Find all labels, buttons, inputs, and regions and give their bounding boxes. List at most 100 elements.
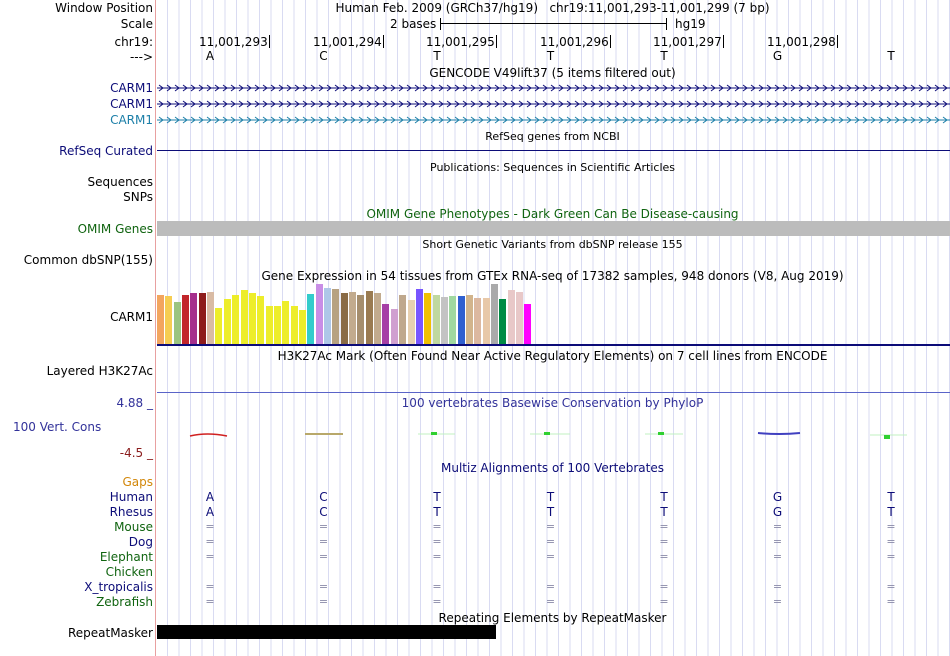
strand-chevron [502, 84, 508, 92]
gtex-label[interactable]: CARM1 [110, 310, 153, 324]
base-letter[interactable]: T [546, 49, 555, 63]
gtex-tissue-bar[interactable] [516, 292, 524, 344]
strand-chevron [678, 84, 684, 92]
publications-snps-label[interactable]: SNPs [123, 190, 153, 204]
gtex-tissue-bar[interactable] [390, 309, 398, 344]
gtex-tissue-bar[interactable] [182, 295, 190, 344]
species-label[interactable]: Zebrafish [96, 595, 153, 609]
gtex-tissue-bar[interactable] [365, 291, 373, 344]
gtex-tissue-bar[interactable] [248, 293, 256, 344]
gtex-tissue-bar[interactable] [198, 293, 206, 344]
refseq-label[interactable]: RefSeq Curated [59, 144, 153, 158]
gencode-item-label[interactable]: CARM1 [110, 81, 153, 95]
gaps-label[interactable]: Gaps [122, 475, 153, 489]
base-letter[interactable]: T [433, 49, 441, 63]
strand-chevron [198, 84, 204, 92]
strand-chevron [302, 116, 308, 124]
base-letter[interactable]: A [205, 49, 215, 63]
species-label[interactable]: Rhesus [109, 505, 153, 519]
omim-feature-bar[interactable] [157, 221, 950, 236]
strand-chevron [470, 100, 476, 108]
species-label[interactable]: Human [109, 490, 153, 504]
gtex-tissue-bar[interactable] [223, 299, 231, 344]
gencode-item-label[interactable]: CARM1 [110, 113, 153, 127]
species-label[interactable]: Chicken [105, 565, 153, 579]
window-position-value[interactable]: Human Feb. 2009 (GRCh37/hg19) chr19:11,0… [335, 1, 770, 15]
gtex-tissue-bar[interactable] [332, 289, 340, 344]
strand-chevron [398, 100, 404, 108]
gencode-gene-feature[interactable] [157, 98, 950, 110]
gencode-gene-feature[interactable] [157, 82, 950, 94]
gtex-tissue-bar[interactable] [357, 295, 365, 344]
strand-chevron [894, 116, 900, 124]
repeatmasker-label[interactable]: RepeatMasker [67, 626, 153, 640]
h3k27ac-label[interactable]: Layered H3K27Ac [46, 364, 153, 378]
gtex-tissue-bar[interactable] [232, 295, 240, 344]
gtex-tissue-bar[interactable] [290, 306, 298, 344]
gtex-tissue-bar[interactable] [298, 310, 306, 344]
gtex-tissue-bar[interactable] [432, 295, 440, 344]
gtex-tissue-bar[interactable] [407, 300, 415, 344]
gtex-tissue-bar[interactable] [190, 293, 198, 344]
gtex-tissue-bar[interactable] [465, 295, 473, 344]
gtex-tissue-bar[interactable] [491, 284, 498, 344]
species-label[interactable]: Elephant [99, 550, 153, 564]
cons-signal[interactable] [155, 425, 950, 445]
base-letter[interactable]: G [772, 49, 783, 63]
gtex-tissue-bar[interactable] [440, 297, 448, 344]
gtex-tissue-bar[interactable] [449, 296, 457, 344]
gtex-tissue-bar[interactable] [215, 308, 223, 344]
gtex-tissue-bar[interactable] [457, 296, 465, 344]
strand-chevron [486, 116, 492, 124]
omim-label[interactable]: OMIM Genes [77, 222, 153, 236]
gtex-tissue-bar[interactable] [474, 298, 482, 344]
base-letter[interactable]: C [319, 49, 328, 63]
gtex-tissue-bar[interactable] [265, 306, 273, 344]
gtex-tissue-bar[interactable] [424, 293, 432, 344]
gtex-tissue-bar[interactable] [307, 294, 315, 344]
position-tick [723, 35, 724, 48]
gtex-tissue-bar[interactable] [499, 299, 507, 344]
strand-chevron [894, 100, 900, 108]
gtex-tissue-bar[interactable] [273, 306, 281, 344]
gtex-tissue-bar[interactable] [507, 290, 515, 344]
gtex-tissue-bar[interactable] [415, 289, 423, 344]
base-letter[interactable]: T [660, 49, 668, 63]
gtex-tissue-bar[interactable] [173, 302, 181, 344]
gtex-tissue-bar[interactable] [382, 304, 390, 344]
species-label[interactable]: X_tropicalis [84, 580, 153, 594]
strand-chevron [806, 84, 812, 92]
publications-sequences-label[interactable]: Sequences [87, 175, 153, 189]
gtex-tissue-bar[interactable] [324, 288, 331, 344]
gtex-tissue-bar[interactable] [349, 292, 357, 344]
species-label[interactable]: Dog [128, 535, 153, 549]
dbsnp-label[interactable]: Common dbSNP(155) [23, 253, 153, 267]
gtex-tissue-bar[interactable] [399, 295, 407, 344]
strand-chevron [190, 116, 196, 124]
repeatmasker-feature[interactable] [157, 625, 496, 639]
gtex-tissue-bar[interactable] [340, 293, 348, 344]
strand-chevron [334, 116, 340, 124]
cons-label[interactable]: 100 Vert. Cons [13, 420, 102, 434]
strand-chevron [854, 84, 860, 92]
refseq-gene-line[interactable] [157, 150, 950, 151]
gtex-tissue-bar[interactable] [315, 284, 323, 344]
gencode-item-label[interactable]: CARM1 [110, 97, 153, 111]
gtex-tissue-bar[interactable] [374, 293, 382, 344]
gtex-tissue-bar[interactable] [207, 292, 215, 344]
gtex-tissue-bar[interactable] [524, 304, 532, 344]
dbsnp-title: Short Genetic Variants from dbSNP releas… [422, 238, 683, 251]
gtex-tissue-bar[interactable] [240, 290, 248, 344]
strand-label: ---> [129, 50, 153, 64]
strand-chevron [462, 84, 468, 92]
species-label[interactable]: Mouse [114, 520, 153, 534]
gencode-gene-feature[interactable] [157, 114, 950, 126]
gtex-tissue-bar[interactable] [482, 298, 490, 344]
strand-chevron [598, 116, 604, 124]
gtex-tissue-bar[interactable] [282, 301, 290, 344]
gtex-tissue-bar[interactable] [165, 296, 173, 344]
strand-chevron [926, 100, 932, 108]
gtex-tissue-bar[interactable] [257, 296, 265, 344]
base-letter[interactable]: T [887, 49, 895, 63]
gtex-tissue-bar[interactable] [157, 295, 164, 344]
